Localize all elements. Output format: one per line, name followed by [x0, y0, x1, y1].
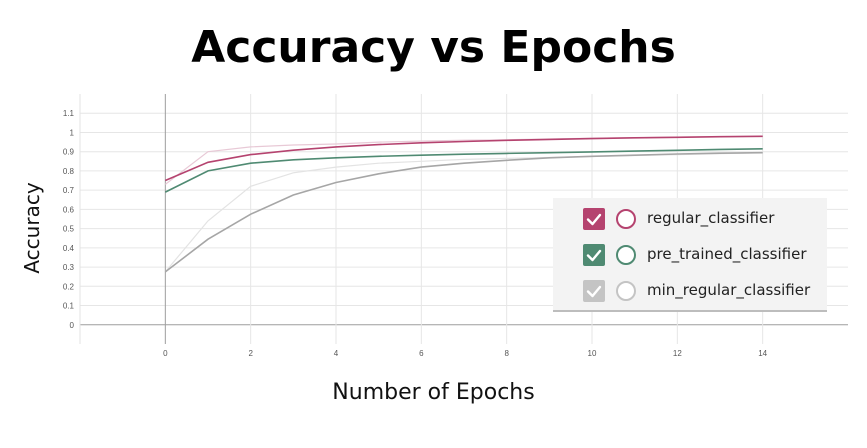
y-tick-label: 0.3: [63, 263, 75, 272]
x-tick-label: 6: [419, 349, 424, 358]
circle-icon[interactable]: [616, 209, 636, 229]
legend-item-min_regular_classifier[interactable]: min_regular_classifier: [553, 276, 827, 306]
x-axis-label: Number of Epochs: [332, 380, 535, 405]
y-tick-label: 0.1: [63, 302, 75, 311]
x-tick-label: 14: [758, 349, 767, 358]
series-line-regular_classifier: [164, 135, 763, 182]
series-line-pre_trained_classifier: [164, 148, 763, 193]
series-line-min_regular_classifier: [164, 151, 763, 273]
x-tick-label: 2: [248, 349, 253, 358]
y-tick-label: 0.9: [63, 148, 75, 157]
circle-icon[interactable]: [616, 281, 636, 301]
legend-label: regular_classifier: [647, 209, 775, 227]
x-tick-label: 0: [163, 349, 168, 358]
legend: regular_classifier pre_trained_classifier…: [553, 198, 827, 312]
y-tick-label: 0.4: [63, 244, 75, 253]
faint-series-line: [164, 135, 763, 185]
x-tick-label: 10: [588, 349, 597, 358]
y-tick-label: 0.6: [63, 205, 75, 214]
x-tick-label: 8: [504, 349, 509, 358]
chart-title: Accuracy vs Epochs: [191, 22, 676, 73]
legend-label: pre_trained_classifier: [647, 245, 807, 263]
legend-label: min_regular_classifier: [647, 281, 811, 299]
y-tick-label: 0: [70, 321, 75, 330]
tick-labels: 0 0.1 0.2 0.3 0.4 0.5 0.6 0.7 0.8 0.9 1 1.1 0 2 4 6 8 10 1…: [63, 109, 768, 358]
x-tick-label: 12: [673, 349, 682, 358]
legend-item-pre_trained_classifier[interactable]: pre_trained_classifier: [553, 240, 827, 270]
y-tick-label: 1: [70, 128, 75, 137]
series-lines: [164, 135, 763, 273]
y-tick-label: 0.2: [63, 282, 75, 291]
y-tick-label: 0.5: [63, 225, 75, 234]
checkbox-checked-icon[interactable]: [583, 280, 605, 302]
legend-item-regular_classifier[interactable]: regular_classifier: [553, 204, 827, 234]
y-tick-label: 0.7: [63, 186, 75, 195]
circle-icon[interactable]: [616, 245, 636, 265]
x-tick-label: 4: [334, 349, 339, 358]
y-tick-label: 0.8: [63, 167, 75, 176]
checkbox-checked-icon[interactable]: [583, 244, 605, 266]
y-tick-label: 1.1: [63, 109, 75, 118]
checkbox-checked-icon[interactable]: [583, 208, 605, 230]
